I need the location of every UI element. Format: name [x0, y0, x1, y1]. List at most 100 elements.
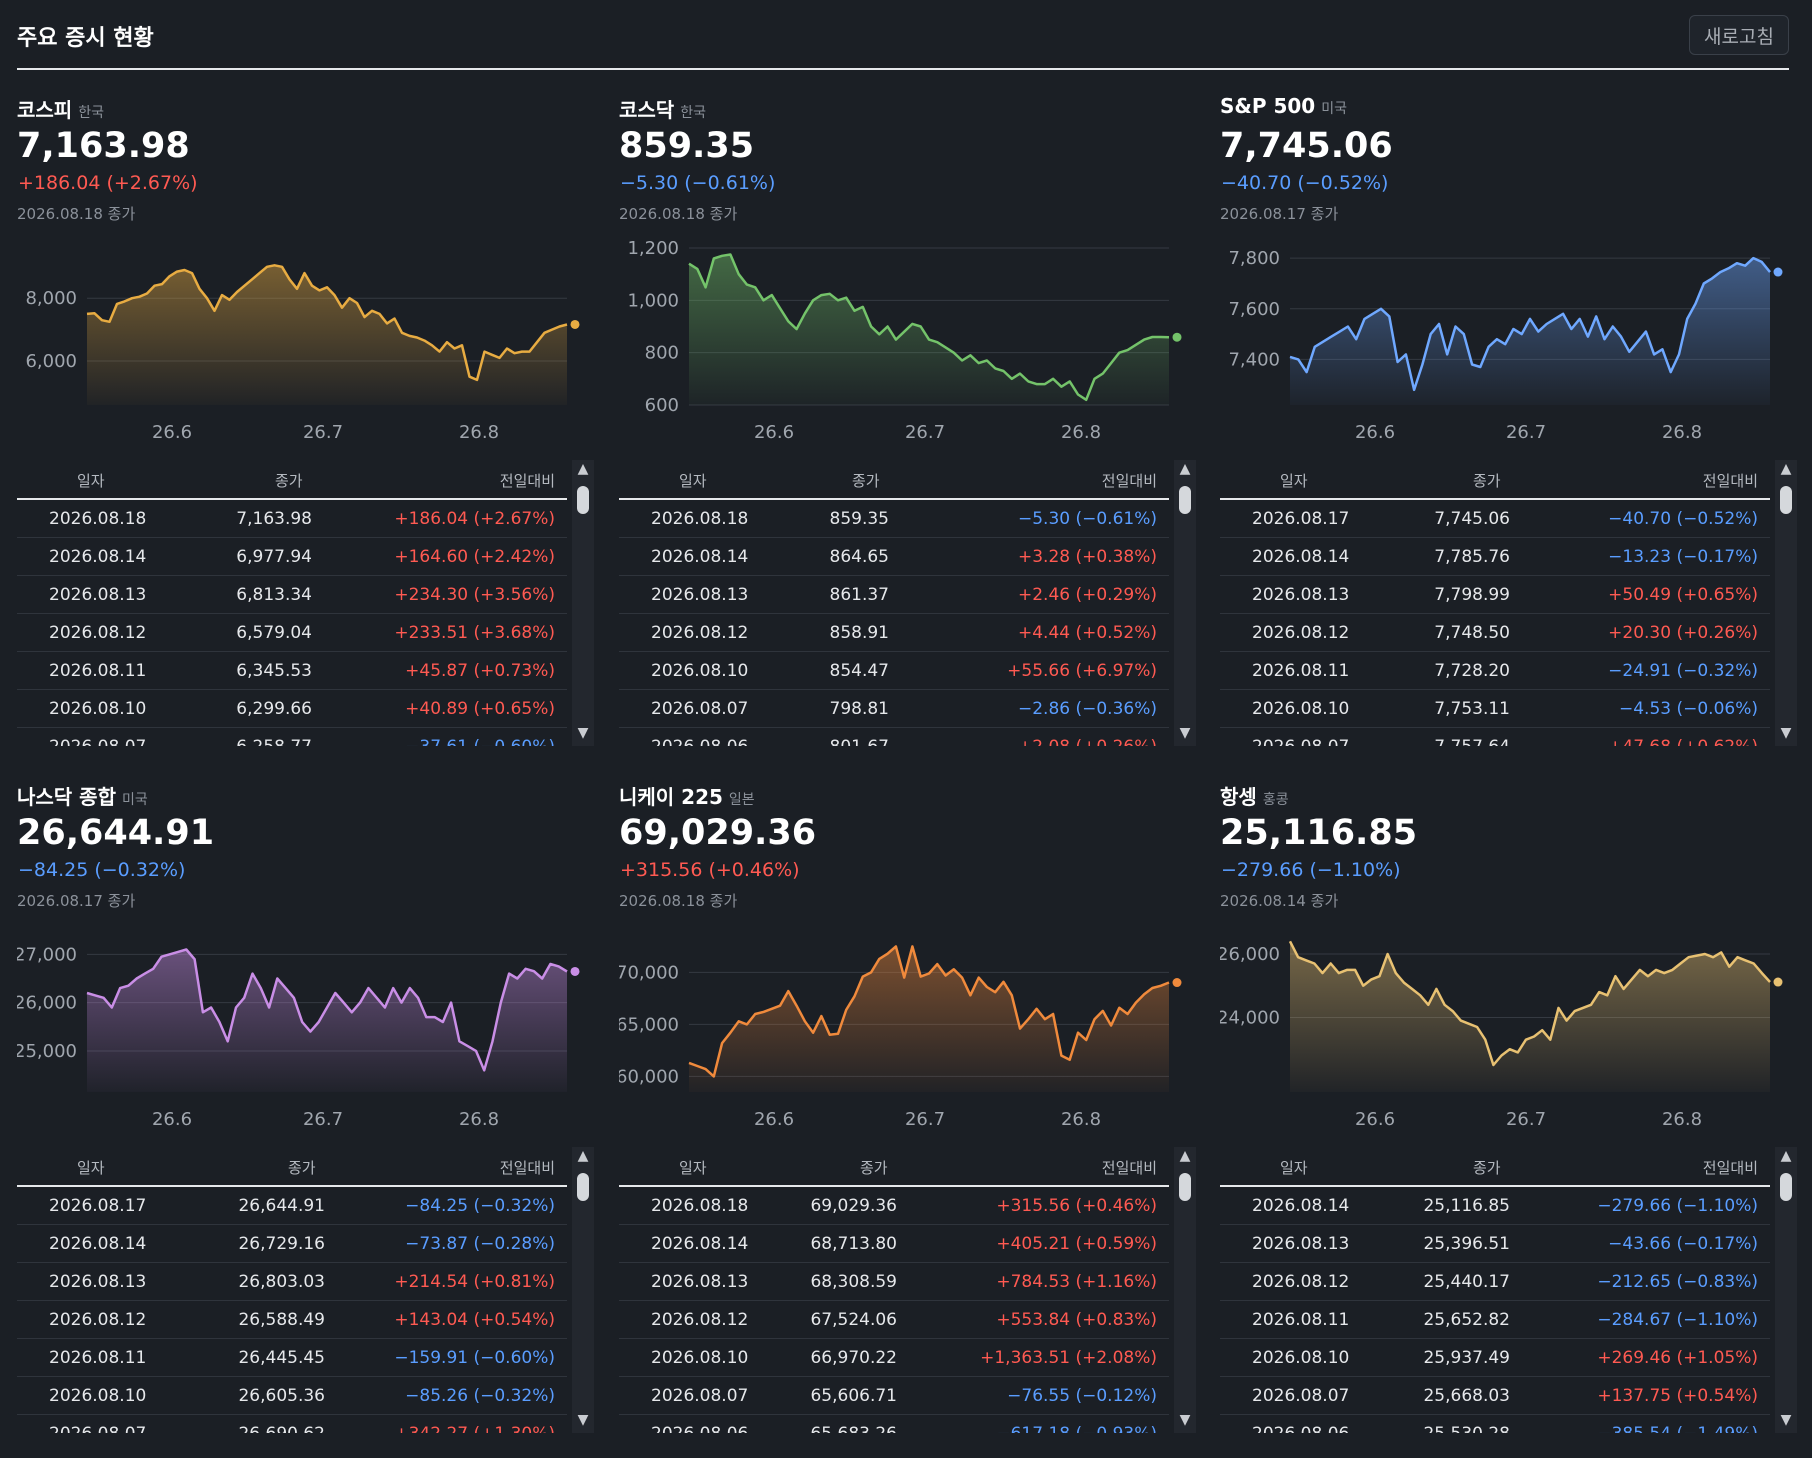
col-header-change: 전일대비	[1101, 1159, 1157, 1177]
row-close: 68,308.59	[810, 1272, 897, 1292]
price-table[interactable]: 일자 종가 전일대비 2026.08.17 7,745.06 −40.70 (−0.52%…	[1220, 460, 1797, 746]
index-title: 코스닥 한국	[619, 94, 706, 123]
scrollbar-thumb[interactable]	[1179, 486, 1191, 514]
row-close: 7,757.64	[1434, 737, 1510, 746]
row-date: 2026.08.10	[1252, 1348, 1350, 1368]
row-change: +784.53 (+1.16%)	[996, 1272, 1157, 1292]
price-line	[688, 945, 1170, 1078]
table-row: 2026.08.11 6,345.53 +45.87 (+0.73%)	[17, 652, 567, 690]
index-name: 항셍	[1220, 785, 1257, 809]
price-table[interactable]: 일자 종가 전일대비 2026.08.18 859.35 −5.30 (−0.61%) 20…	[619, 460, 1196, 746]
row-close: 25,440.17	[1423, 1272, 1510, 1292]
table-scrollbar[interactable]: ▲ ▼	[1174, 460, 1196, 746]
y-tick-label: 600	[645, 395, 679, 416]
price-table[interactable]: 일자 종가 전일대비 2026.08.18 7,163.98 +186.04 (+2.67…	[17, 460, 594, 746]
index-title: 나스닥 종합 미국	[17, 781, 148, 810]
row-date: 2026.08.07	[651, 1386, 749, 1406]
scrollbar-thumb[interactable]	[577, 486, 589, 514]
row-change: −43.66 (−0.17%)	[1608, 1234, 1758, 1254]
x-tick-label: 26.7	[905, 422, 945, 443]
table-header: 일자 종가 전일대비	[619, 460, 1169, 500]
col-header-change: 전일대비	[499, 472, 555, 490]
scroll-down-arrow-icon[interactable]: ▼	[1179, 725, 1191, 741]
x-tick-label: 26.6	[754, 422, 794, 443]
row-date: 2026.08.14	[1252, 547, 1350, 567]
price-table[interactable]: 일자 종가 전일대비 2026.08.18 69,029.36 +315.56 (+0.4…	[619, 1147, 1196, 1433]
row-close: 858.91	[829, 623, 889, 643]
table-row: 2026.08.14 68,713.80 +405.21 (+0.59%)	[619, 1225, 1169, 1263]
table-scrollbar[interactable]: ▲ ▼	[1775, 1147, 1797, 1433]
refresh-button[interactable]: 새로고침	[1689, 15, 1789, 55]
y-tick-label: 7,800	[1228, 248, 1280, 269]
scroll-up-arrow-icon[interactable]: ▲	[1179, 461, 1191, 477]
price-table[interactable]: 일자 종가 전일대비 2026.08.17 26,644.91 −84.25 (−0.32…	[17, 1147, 594, 1433]
row-close: 25,937.49	[1423, 1348, 1510, 1368]
table-row: 2026.08.11 25,652.82 −284.67 (−1.10%)	[1220, 1301, 1770, 1339]
price-chart: 6,000 8,000 26.6 26.7 26.8	[25, 264, 580, 443]
table-row: 2026.08.14 26,729.16 −73.87 (−0.28%)	[17, 1225, 567, 1263]
scrollbar-thumb[interactable]	[577, 1173, 589, 1201]
scrollbar-thumb[interactable]	[1780, 486, 1792, 514]
index-close-date: 2026.08.18 종가	[619, 205, 738, 223]
table-row: 2026.08.06 25,530.28 −385.54 (−1.49%)	[1220, 1415, 1770, 1433]
y-tick-label: 1,000	[627, 290, 679, 311]
row-change: −24.91 (−0.32%)	[1608, 661, 1758, 681]
table-scrollbar[interactable]: ▲ ▼	[1174, 1147, 1196, 1433]
col-header-close: 종가	[288, 1159, 316, 1177]
y-tick-label: 7,400	[1228, 349, 1280, 370]
row-change: +4.44 (+0.52%)	[1017, 623, 1157, 643]
row-close: 7,798.99	[1434, 585, 1510, 605]
table-row: 2026.08.10 854.47 +55.66 (+6.97%)	[619, 652, 1169, 690]
row-close: 66,970.22	[810, 1348, 897, 1368]
table-row: 2026.08.12 67,524.06 +553.84 (+0.83%)	[619, 1301, 1169, 1339]
row-change: +40.89 (+0.65%)	[405, 699, 555, 719]
row-change: −5.30 (−0.61%)	[1017, 509, 1157, 529]
index-change: +186.04 (+2.67%)	[18, 172, 198, 194]
price-area	[87, 949, 567, 1092]
table-header: 일자 종가 전일대비	[17, 460, 567, 500]
table-scrollbar[interactable]: ▲ ▼	[572, 460, 594, 746]
table-scrollbar[interactable]: ▲ ▼	[1775, 460, 1797, 746]
table-row: 2026.08.07 798.81 −2.86 (−0.36%)	[619, 690, 1169, 728]
scrollbar-thumb[interactable]	[1179, 1173, 1191, 1201]
row-change: +269.46 (+1.05%)	[1597, 1348, 1758, 1368]
row-close: 6,299.66	[236, 699, 312, 719]
scroll-up-arrow-icon[interactable]: ▲	[1179, 1148, 1191, 1164]
y-tick-label: 7,600	[1228, 299, 1280, 320]
index-close-date: 2026.08.17 종가	[17, 892, 136, 910]
scroll-up-arrow-icon[interactable]: ▲	[1780, 461, 1792, 477]
index-country: 일본	[728, 792, 755, 808]
scroll-up-arrow-icon[interactable]: ▲	[577, 1148, 589, 1164]
index-title: 코스피 한국	[17, 94, 104, 123]
index-panel: S&P 500 미국 7,745.06 −40.70 (−0.52%) 2026.08.…	[1220, 0, 1797, 746]
scroll-up-arrow-icon[interactable]: ▲	[577, 461, 589, 477]
scroll-down-arrow-icon[interactable]: ▼	[577, 1412, 589, 1428]
scroll-up-arrow-icon[interactable]: ▲	[1780, 1148, 1792, 1164]
x-tick-label: 26.8	[1061, 1109, 1101, 1130]
table-row: 2026.08.07 6,258.77 −37.61 (−0.60%)	[17, 728, 567, 746]
col-header-date: 일자	[1280, 1159, 1308, 1177]
row-close: 69,029.36	[810, 1196, 897, 1216]
x-tick-label: 26.7	[303, 422, 343, 443]
row-close: 6,579.04	[236, 623, 312, 643]
y-tick-label: 6,000	[25, 351, 77, 372]
row-date: 2026.08.12	[651, 623, 749, 643]
index-change: −40.70 (−0.52%)	[1221, 172, 1389, 194]
row-date: 2026.08.11	[49, 1348, 147, 1368]
row-close: 26,644.91	[238, 1196, 325, 1216]
index-panel: 코스피 한국 7,163.98 +186.04 (+2.67%) 2026.08.18 …	[17, 0, 594, 746]
scroll-down-arrow-icon[interactable]: ▼	[1780, 1412, 1792, 1428]
table-scrollbar[interactable]: ▲ ▼	[572, 1147, 594, 1433]
price-table[interactable]: 일자 종가 전일대비 2026.08.14 25,116.85 −279.66 (−1.1…	[1220, 1147, 1797, 1433]
scroll-down-arrow-icon[interactable]: ▼	[577, 725, 589, 741]
scroll-down-arrow-icon[interactable]: ▼	[1179, 1412, 1191, 1428]
table-row: 2026.08.12 26,588.49 +143.04 (+0.54%)	[17, 1301, 567, 1339]
index-country: 미국	[121, 792, 148, 808]
index-name: 코스닥	[619, 98, 675, 122]
scrollbar-thumb[interactable]	[1780, 1173, 1792, 1201]
scroll-down-arrow-icon[interactable]: ▼	[1780, 725, 1792, 741]
table-row: 2026.08.14 7,785.76 −13.23 (−0.17%)	[1220, 538, 1770, 576]
y-tick-label: 70,000	[619, 962, 679, 983]
x-tick-label: 26.7	[905, 1109, 945, 1130]
row-close: 7,748.50	[1434, 623, 1510, 643]
